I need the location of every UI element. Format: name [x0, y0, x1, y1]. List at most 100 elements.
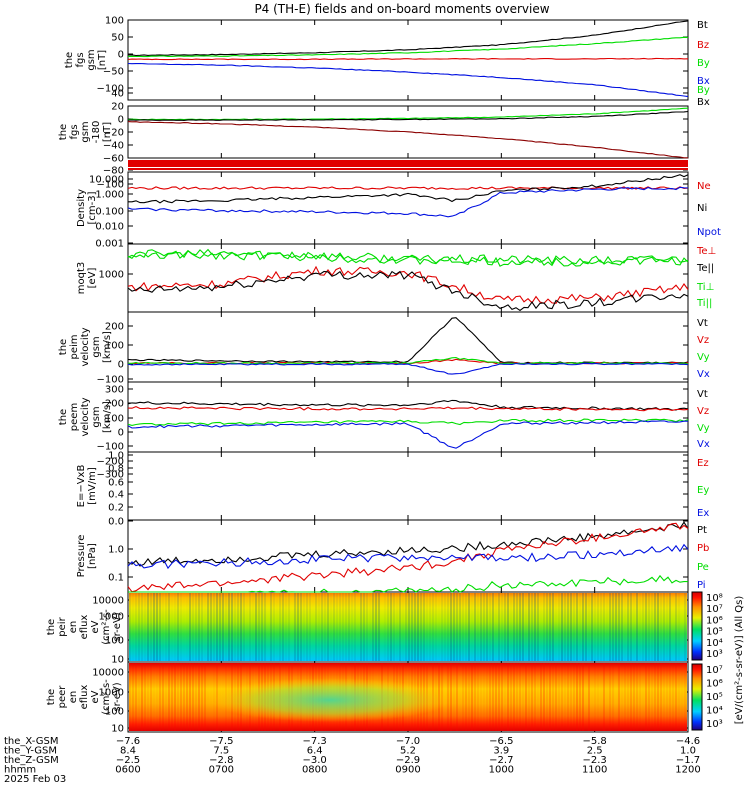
- y-tick-label: 40: [111, 89, 124, 100]
- colorbar-tick-label: 10⁴: [706, 706, 723, 717]
- y-axis-label: peim: [69, 334, 80, 359]
- ephemeris-value: −7.3: [303, 736, 327, 747]
- spectrogram-texture: [420, 593, 422, 661]
- y-tick-label: 10000: [92, 668, 124, 679]
- spectrogram-texture: [222, 593, 224, 661]
- y-axis-label: peir: [57, 616, 68, 636]
- spectrogram-texture: [441, 593, 443, 661]
- spectrogram-texture: [207, 663, 209, 731]
- spectrogram-texture: [675, 663, 677, 731]
- series-line-Bt: [127, 20, 689, 57]
- colorbar: [691, 591, 703, 661]
- ephemeris-value: −2.9: [396, 755, 420, 766]
- spectrogram-texture: [519, 663, 521, 731]
- spectrogram-texture: [138, 593, 140, 661]
- spectrogram-texture: [279, 593, 281, 661]
- spectrogram-texture: [345, 593, 347, 661]
- spectrogram-texture: [516, 663, 518, 731]
- y-axis-label: gsm: [86, 49, 97, 70]
- spectrogram-texture: [321, 593, 323, 661]
- spectrogram-texture: [606, 663, 608, 731]
- ephemeris-value: −7.6: [116, 736, 140, 747]
- spectrogram-texture: [423, 593, 425, 661]
- ephemeris-value: 1100: [582, 765, 607, 776]
- ephemeris-value: 0600: [115, 765, 140, 776]
- ephemeris-value: 5.2: [400, 746, 416, 757]
- panel-frame: [127, 451, 689, 521]
- y-tick-label: 0.001: [95, 239, 124, 250]
- spectrogram-texture: [414, 593, 416, 661]
- spectrogram-texture: [588, 663, 590, 731]
- spectrogram-texture: [501, 663, 503, 731]
- spectrogram-texture: [435, 593, 437, 661]
- spectrogram-texture: [177, 663, 179, 731]
- spectrogram-texture: [165, 593, 167, 661]
- spectrogram-texture: [498, 593, 500, 661]
- mode-bar: [128, 168, 688, 170]
- spectrogram-texture: [255, 593, 257, 661]
- spectrogram-texture: [657, 593, 659, 661]
- y-axis-label: velocity: [80, 327, 91, 366]
- spectrogram-texture: [456, 663, 458, 731]
- ephemeris-value: −7.5: [209, 736, 233, 747]
- spectrogram-texture: [546, 663, 548, 731]
- spectrogram-texture: [609, 663, 611, 731]
- legend-Vx: Vx: [697, 439, 710, 450]
- spectrogram-texture: [207, 593, 209, 661]
- spectrogram-texture: [525, 593, 527, 661]
- spectrogram-texture: [432, 593, 434, 661]
- spectrogram-texture: [606, 593, 608, 661]
- y-tick-label: 0: [118, 50, 124, 61]
- spectrogram-texture: [363, 593, 365, 661]
- spectrogram-texture: [141, 593, 143, 661]
- y-tick-label: 300: [105, 385, 124, 396]
- y-axis-label: [nPa]: [87, 543, 98, 569]
- spectrogram-texture: [624, 663, 626, 731]
- y-axis-label: the: [64, 52, 75, 68]
- spectrogram-texture: [651, 663, 653, 731]
- y-tick-label: 1.0: [108, 545, 124, 556]
- spectrogram-texture: [465, 663, 467, 731]
- y-tick-label: 1000: [99, 612, 124, 623]
- y-axis-label: [cm-3]: [87, 191, 98, 224]
- spectrogram-texture: [654, 593, 656, 661]
- legend-Ne: Ne: [697, 181, 711, 192]
- series-line-Bx: [127, 62, 689, 98]
- spectrogram-texture: [546, 593, 548, 661]
- mode-bar: [128, 160, 688, 167]
- spectrogram-texture: [429, 593, 431, 661]
- legend-Pe: Pe: [697, 562, 709, 573]
- spectrogram-texture: [252, 593, 254, 661]
- chart-title: P4 (TH-E) fields and on-board moments ov…: [254, 2, 549, 16]
- spectrogram-texture: [543, 663, 545, 731]
- y-tick-label: 10: [111, 655, 124, 666]
- spectrogram-texture: [510, 663, 512, 731]
- y-tick-label: 0.0: [108, 517, 124, 528]
- spectrogram-texture: [357, 593, 359, 661]
- spectrogram-texture: [447, 593, 449, 661]
- spectrogram-texture: [642, 593, 644, 661]
- spectrogram-texture: [147, 663, 149, 731]
- spectrogram-texture: [393, 593, 395, 661]
- y-tick-label: 0.1: [108, 573, 124, 584]
- ephemeris-value: 0800: [302, 765, 327, 776]
- spectrogram-texture: [645, 593, 647, 661]
- spectrogram-texture: [294, 593, 296, 661]
- ephemeris-row-label: the_Y-GSM: [4, 746, 57, 757]
- y-tick-label: 1000: [99, 270, 124, 281]
- ephemeris-row-label: the_X-GSM: [4, 736, 58, 747]
- spectrogram-texture: [675, 593, 677, 661]
- spectrogram-texture: [468, 593, 470, 661]
- colorbar-tick-label: 10⁸: [706, 593, 723, 604]
- spectrogram-texture: [570, 593, 572, 661]
- legend-Bz: Bz: [697, 40, 709, 51]
- spectrogram-texture: [165, 663, 167, 731]
- spectrogram-texture: [612, 593, 614, 661]
- spectrogram-texture: [684, 593, 686, 661]
- y-axis-label: Density: [76, 189, 87, 227]
- panel-peem-velocity: the peem velocity gsm [km/s] 300 200 100 0 −100 −2…: [58, 381, 710, 481]
- spectrogram-texture: [453, 593, 455, 661]
- ephemeris-value: −1.7: [676, 755, 700, 766]
- spectrogram-texture: [213, 593, 215, 661]
- y-axis-label: peer: [57, 685, 68, 709]
